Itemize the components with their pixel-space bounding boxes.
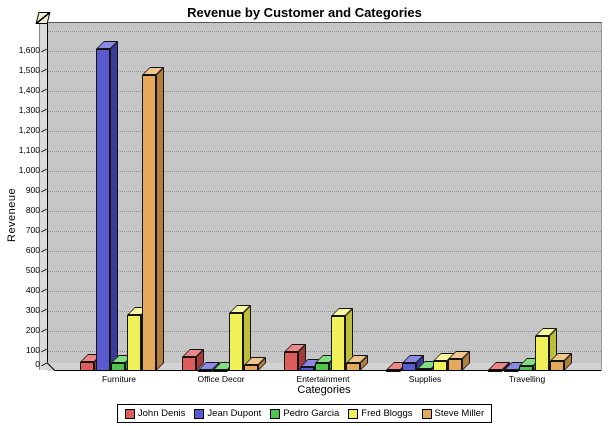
y-tick-label: 100 — [25, 345, 40, 355]
gridline — [47, 211, 601, 212]
gridline — [47, 71, 601, 72]
x-axis-title: Categories — [297, 384, 351, 396]
x-axis-line — [55, 370, 601, 371]
category-label: Furniture — [101, 374, 136, 384]
bar-jean-dupont-furniture — [96, 49, 110, 371]
bar-fred-bloggs-furniture — [127, 315, 141, 371]
legend-swatch — [194, 408, 205, 419]
legend-label: Steve Miller — [434, 408, 485, 419]
bar-fred-bloggs-entertainment — [331, 316, 345, 371]
gridline — [47, 251, 601, 252]
gridline — [47, 111, 601, 112]
category-label: Supplies — [408, 374, 442, 384]
y-tick-label: 500 — [25, 265, 40, 275]
legend-item-fred-bloggs: Fred Bloggs — [348, 408, 413, 419]
axis-wall — [39, 14, 48, 370]
y-tick-label: 1,600 — [18, 45, 40, 55]
y-tick-label: 600 — [25, 245, 40, 255]
plot-area — [47, 22, 602, 372]
bar-side-jean-dupont-furniture — [110, 41, 118, 371]
bar-fred-bloggs-office-decor — [229, 313, 243, 371]
gridline — [47, 91, 601, 92]
bar-fred-bloggs-travelling — [535, 336, 549, 371]
y-tick-label: 1,100 — [18, 145, 40, 155]
legend: John Denis Jean Dupont Pedro Garcia Fred Bl… — [116, 404, 493, 423]
y-tick-label: 800 — [25, 205, 40, 215]
y-axis-line — [47, 22, 48, 362]
category-label: Office Decor — [197, 374, 245, 384]
y-tick-label: 1,000 — [18, 165, 40, 175]
bar-side-steve-miller-furniture — [156, 67, 164, 371]
category-label: Entertainment — [296, 374, 350, 384]
legend-swatch — [270, 408, 281, 419]
bar-john-denis-entertainment — [284, 352, 298, 371]
y-tick-label: 1,300 — [18, 105, 40, 115]
category-label: Travelling — [508, 374, 546, 384]
gridline — [47, 131, 601, 132]
y-tick-label: 300 — [25, 305, 40, 315]
gridline — [47, 51, 601, 52]
legend-swatch — [348, 408, 359, 419]
legend-item-pedro-garcia: Pedro Garcia — [270, 408, 339, 419]
legend-label: Fred Bloggs — [361, 408, 413, 419]
gridline — [47, 191, 601, 192]
legend-swatch — [421, 408, 432, 419]
y-tick-label: 1,500 — [18, 65, 40, 75]
gridline — [47, 311, 601, 312]
gridline — [47, 31, 601, 32]
gridline — [47, 231, 601, 232]
legend-swatch — [124, 408, 135, 419]
legend-item-steve-miller: Steve Miller — [421, 408, 485, 419]
legend-wrap: John Denis Jean Dupont Pedro Garcia Fred Bl… — [0, 404, 609, 423]
legend-label: John Denis — [137, 408, 186, 419]
gridline — [47, 151, 601, 152]
legend-item-john-denis: John Denis — [124, 408, 186, 419]
bar-steve-miller-furniture — [142, 75, 156, 371]
y-tick-label: 700 — [25, 225, 40, 235]
chart-title: Revenue by Customer and Categories — [187, 5, 422, 20]
bar-john-denis-office-decor — [182, 357, 196, 371]
gridline — [47, 351, 601, 352]
legend-item-jean-dupont: Jean Dupont — [194, 408, 261, 419]
gridline — [47, 331, 601, 332]
y-tick-label: 0 — [35, 359, 40, 369]
gridline — [47, 271, 601, 272]
gridline — [47, 291, 601, 292]
gridline — [47, 171, 601, 172]
y-tick-label: 200 — [25, 325, 40, 335]
legend-label: Jean Dupont — [207, 408, 262, 419]
y-tick-label: 1,200 — [18, 125, 40, 135]
y-tick-label: 400 — [25, 285, 40, 295]
y-tick-label: 1,400 — [18, 85, 40, 95]
y-tick-label: 900 — [25, 185, 40, 195]
legend-label: Pedro Garcia — [283, 408, 340, 419]
